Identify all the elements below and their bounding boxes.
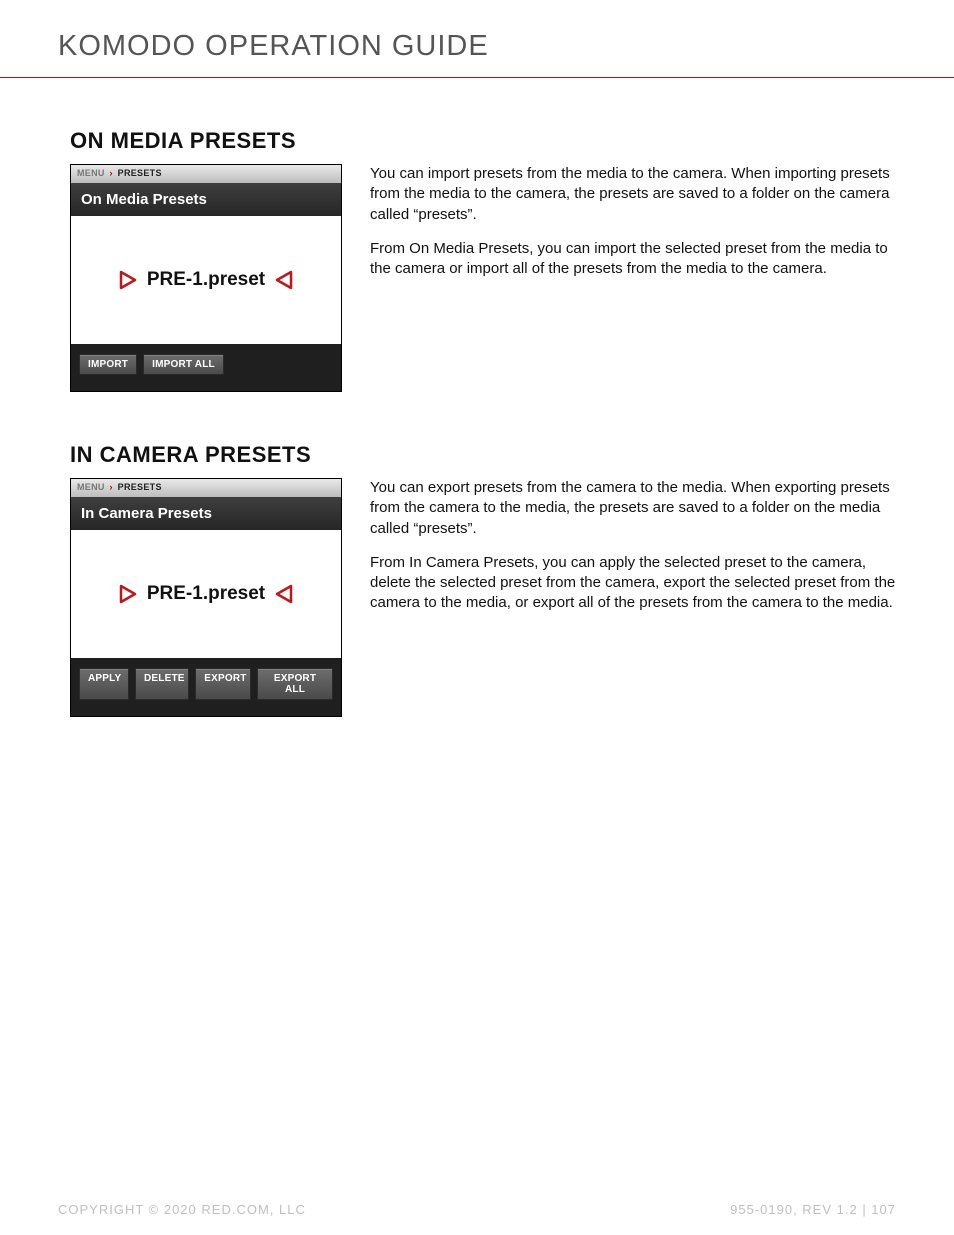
page-title: KOMODO OPERATION GUIDE xyxy=(58,30,954,63)
widget-footer: APPLY DELETE EXPORT EXPORT ALL xyxy=(71,658,341,716)
breadcrumb-last: PRESETS xyxy=(118,168,162,178)
breadcrumb-sep-icon: › xyxy=(110,168,113,178)
breadcrumb: MENU › PRESETS xyxy=(71,165,341,183)
breadcrumb-root: MENU xyxy=(77,168,105,178)
footer-copyright: COPYRIGHT © 2020 RED.COM, LLC xyxy=(58,1202,306,1217)
preset-name: PRE-1.preset xyxy=(147,269,265,291)
section-heading-on-media: ON MEDIA PRESETS xyxy=(70,128,896,154)
on-media-description: You can import presets from the media to… xyxy=(370,164,896,293)
widget-footer: IMPORT IMPORT ALL xyxy=(71,344,341,391)
section-in-camera: IN CAMERA PRESETS MENU › PRESETS In Came… xyxy=(70,442,896,717)
import-button[interactable]: IMPORT xyxy=(79,354,137,375)
next-arrow-icon[interactable] xyxy=(275,584,293,604)
paragraph: You can import presets from the media to… xyxy=(370,164,896,225)
footer-pageinfo: 955-0190, REV 1.2 | 107 xyxy=(730,1202,896,1217)
apply-button[interactable]: APPLY xyxy=(79,668,129,700)
section-heading-in-camera: IN CAMERA PRESETS xyxy=(70,442,896,468)
widget-body: PRE-1.preset xyxy=(71,530,341,658)
breadcrumb-root: MENU xyxy=(77,482,105,492)
prev-arrow-icon[interactable] xyxy=(119,270,137,290)
page-footer: COPYRIGHT © 2020 RED.COM, LLC 955-0190, … xyxy=(0,1202,954,1217)
on-media-widget: MENU › PRESETS On Media Presets PRE-1.pr… xyxy=(70,164,342,392)
export-all-button[interactable]: EXPORT ALL xyxy=(257,668,333,700)
preset-name: PRE-1.preset xyxy=(147,583,265,605)
section-body: MENU › PRESETS On Media Presets PRE-1.pr… xyxy=(70,164,896,392)
prev-arrow-icon[interactable] xyxy=(119,584,137,604)
paragraph: From On Media Presets, you can import th… xyxy=(370,239,896,280)
page-header: KOMODO OPERATION GUIDE xyxy=(0,0,954,73)
next-arrow-icon[interactable] xyxy=(275,270,293,290)
breadcrumb: MENU › PRESETS xyxy=(71,479,341,497)
paragraph: From In Camera Presets, you can apply th… xyxy=(370,553,896,614)
in-camera-description: You can export presets from the camera t… xyxy=(370,478,896,628)
export-button[interactable]: EXPORT xyxy=(195,668,251,700)
section-body: MENU › PRESETS In Camera Presets PRE-1.p… xyxy=(70,478,896,717)
widget-title: On Media Presets xyxy=(71,183,341,216)
in-camera-widget: MENU › PRESETS In Camera Presets PRE-1.p… xyxy=(70,478,342,717)
widget-title: In Camera Presets xyxy=(71,497,341,530)
section-on-media: ON MEDIA PRESETS MENU › PRESETS On Media… xyxy=(70,128,896,392)
widget-body: PRE-1.preset xyxy=(71,216,341,344)
content: ON MEDIA PRESETS MENU › PRESETS On Media… xyxy=(0,78,954,717)
breadcrumb-sep-icon: › xyxy=(110,482,113,492)
breadcrumb-last: PRESETS xyxy=(118,482,162,492)
import-all-button[interactable]: IMPORT ALL xyxy=(143,354,224,375)
delete-button[interactable]: DELETE xyxy=(135,668,189,700)
paragraph: You can export presets from the camera t… xyxy=(370,478,896,539)
